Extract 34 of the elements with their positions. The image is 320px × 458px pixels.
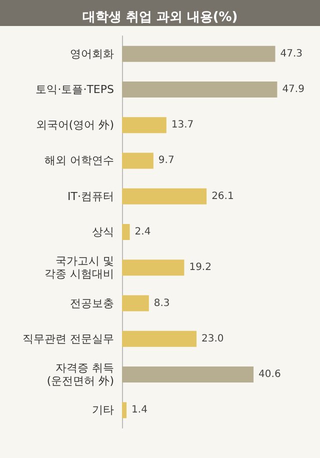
data-label: 40.6 [258,369,281,380]
chart-title: 대학생 취업 과외 내용(%) [82,10,238,25]
data-label: 2.4 [134,226,151,238]
data-label: 19.2 [189,262,212,274]
bar [122,402,127,418]
data-label: 13.7 [171,120,194,131]
data-label: 8.3 [154,298,170,309]
data-label: 47.3 [280,48,303,60]
y-tick-label: 전공보충 [70,296,114,310]
bar [122,152,154,169]
bar [122,366,254,383]
y-tick-label: 직무관련 전문실무 [22,332,114,346]
y-tick-label: 토익·토플·TEPS [36,82,114,96]
bar [122,330,197,347]
y-tick-label: 자격증 취득 (운전면허 外) [46,362,114,388]
data-label: 1.4 [132,404,148,416]
y-tick-label: 기타 [92,404,114,417]
data-label: 47.9 [282,84,304,95]
y-tick-label: 국가고시 및 각종 시험대비 [44,254,114,281]
bar [122,117,166,134]
data-label: 26.1 [212,190,234,202]
data-label: 9.7 [158,155,174,166]
bar [122,224,130,240]
bar [122,46,276,62]
bar [122,295,149,312]
data-label: 23.0 [202,333,224,344]
bar [122,81,278,98]
y-tick-label: IT·컴퓨터 [68,190,114,203]
y-tick-label: 영어회화 [70,47,114,60]
y-tick-label: 상식 [92,226,114,238]
bar [122,260,184,276]
y-tick-label: 해외 어학연수 [44,154,114,168]
bar [122,188,207,204]
y-tick-label: 외국어(영어 外) [36,118,114,132]
